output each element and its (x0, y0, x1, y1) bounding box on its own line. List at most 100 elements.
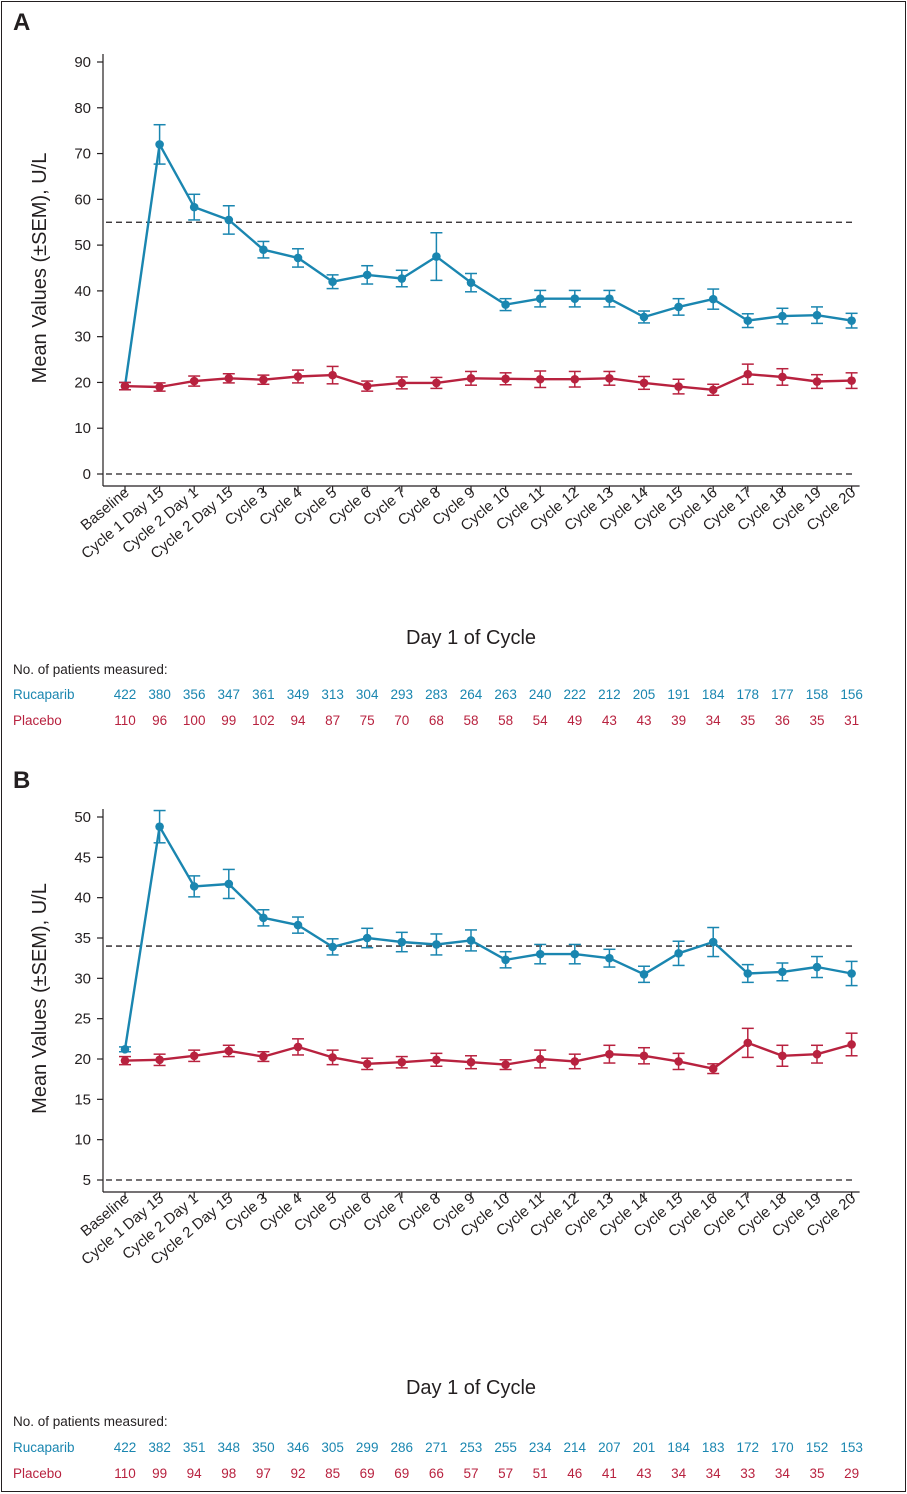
data-point (189, 1051, 199, 1061)
data-point (189, 376, 199, 386)
patients-count: 153 (840, 1440, 863, 1455)
data-point (328, 277, 337, 287)
patients-count: 263 (494, 687, 517, 702)
patients-count: 156 (840, 687, 863, 702)
patients-count: 75 (360, 713, 375, 728)
patients-count: 191 (667, 687, 690, 702)
patients-count: 100 (183, 713, 206, 728)
data-point (259, 375, 268, 384)
data-point (501, 374, 510, 384)
patients-count: 92 (290, 1466, 305, 1481)
patients-count: 110 (114, 713, 136, 728)
data-point (778, 967, 787, 977)
data-point (639, 312, 649, 322)
patients-count: 46 (567, 1466, 582, 1481)
data-point (259, 1052, 268, 1061)
data-point (120, 1056, 130, 1065)
patients-row-placebo: Placebo 110 99 94 98 97 92 85 69 69 66 57 57 51 46 41 43… (13, 1466, 859, 1481)
panel-a: A 0 10 20 30 40 50 60 70 80 90 Mean Values (±SEM), … (13, 9, 863, 728)
patients-count: 313 (321, 687, 344, 702)
y-tick-label: 25 (74, 1011, 91, 1028)
data-point (605, 374, 614, 383)
patients-count: 110 (114, 1466, 136, 1481)
patients-row-rucaparib: Rucaparib 422 382 351 348 350 346 305 299 286 271 2… (13, 1440, 863, 1455)
data-point (362, 933, 372, 943)
patients-count: 31 (844, 713, 859, 728)
y-tick-label: 10 (74, 420, 91, 437)
data-point (743, 969, 753, 978)
patients-count: 58 (463, 713, 478, 728)
panel-b: B 5 10 15 20 25 30 35 40 45 50 Mean Values (±SEM), … (13, 767, 863, 1481)
y-tick-label: 60 (74, 191, 91, 208)
patients-row-label: Placebo (13, 1466, 62, 1481)
patients-count: 253 (460, 1440, 483, 1455)
panel-letter: B (13, 767, 30, 794)
patients-count: 70 (394, 713, 409, 728)
data-point (293, 1042, 303, 1052)
patients-count: 35 (809, 713, 824, 728)
data-point (535, 949, 545, 959)
data-point (397, 1057, 407, 1067)
patients-row-placebo: Placebo 110 96 100 99 102 94 87 75 70 68 58 58 54 49 43… (13, 713, 859, 728)
data-point (362, 381, 372, 391)
patients-count: 346 (287, 1440, 310, 1455)
y-axis-title: Mean Values (±SEM), U/L (29, 153, 51, 384)
y-tick-label: 40 (74, 890, 91, 907)
patients-row-label: Rucaparib (13, 1440, 75, 1455)
patients-count: 240 (529, 687, 552, 702)
data-point (362, 1059, 372, 1069)
patients-count: 99 (221, 713, 236, 728)
patients-count: 57 (463, 1466, 478, 1481)
data-point (259, 913, 268, 923)
data-point (708, 385, 718, 395)
y-tick-label: 30 (74, 329, 91, 346)
patients-count: 99 (152, 1466, 167, 1481)
data-point (189, 882, 199, 891)
data-point (570, 294, 580, 303)
patients-count: 222 (564, 687, 587, 702)
patients-count: 351 (183, 1440, 206, 1455)
data-point (224, 215, 234, 225)
data-point (812, 377, 822, 386)
patients-count: 58 (498, 713, 513, 728)
patients-count: 69 (360, 1466, 375, 1481)
data-point (778, 311, 787, 321)
patients-count: 54 (533, 713, 549, 728)
patients-count: 212 (598, 687, 621, 702)
series-line (124, 1041, 852, 1070)
patients-count: 183 (702, 1440, 725, 1455)
patients-count: 348 (218, 1440, 241, 1455)
data-point (293, 920, 303, 930)
patients-count: 49 (567, 713, 582, 728)
data-point (466, 278, 476, 287)
data-point (328, 1053, 337, 1062)
patients-count: 361 (252, 687, 275, 702)
y-tick-label: 80 (74, 100, 91, 117)
data-point (743, 316, 753, 325)
series-rucaparib (119, 123, 858, 391)
patients-count: 57 (498, 1466, 513, 1481)
patients-count: 305 (321, 1440, 344, 1455)
patients-count: 356 (183, 687, 206, 702)
patients-count: 43 (636, 1466, 651, 1481)
patients-count: 94 (187, 1466, 203, 1481)
data-point (778, 1051, 787, 1061)
patients-count: 35 (809, 1466, 824, 1481)
data-point (605, 1049, 614, 1059)
patients-count: 422 (114, 687, 137, 702)
patients-count: 380 (148, 687, 171, 702)
series-line (124, 373, 852, 391)
y-tick-label: 5 (83, 1172, 91, 1189)
data-point (224, 1046, 234, 1056)
patients-count: 68 (429, 713, 444, 728)
patients-count: 271 (425, 1440, 448, 1455)
data-point (639, 1051, 649, 1061)
data-point (535, 1054, 545, 1064)
patients-count: 422 (114, 1440, 137, 1455)
patients-count: 51 (533, 1466, 548, 1481)
data-point (708, 294, 718, 304)
patients-count: 234 (529, 1440, 552, 1455)
y-tick-label: 70 (74, 146, 91, 163)
